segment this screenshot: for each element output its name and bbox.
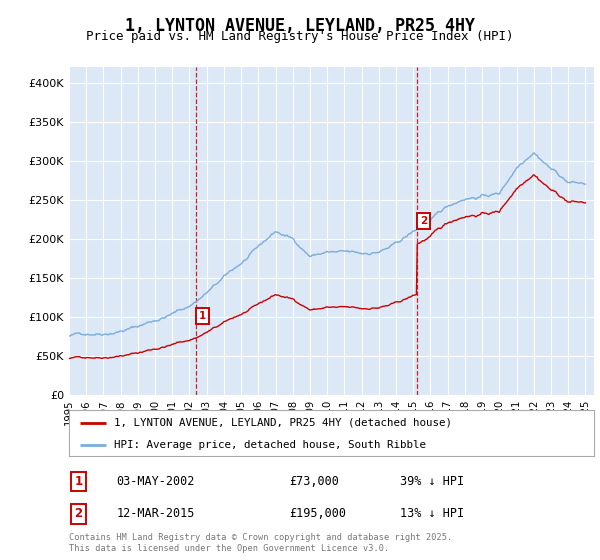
Text: 2: 2 xyxy=(74,507,83,520)
Text: 1, LYNTON AVENUE, LEYLAND, PR25 4HY (detached house): 1, LYNTON AVENUE, LEYLAND, PR25 4HY (det… xyxy=(113,418,452,428)
Text: £195,000: £195,000 xyxy=(290,507,347,520)
Text: Contains HM Land Registry data © Crown copyright and database right 2025.
This d: Contains HM Land Registry data © Crown c… xyxy=(69,533,452,553)
Text: 2: 2 xyxy=(420,216,427,226)
Text: 03-MAY-2002: 03-MAY-2002 xyxy=(116,475,194,488)
Text: Price paid vs. HM Land Registry's House Price Index (HPI): Price paid vs. HM Land Registry's House … xyxy=(86,30,514,43)
Text: HPI: Average price, detached house, South Ribble: HPI: Average price, detached house, Sout… xyxy=(113,440,425,450)
Text: 1, LYNTON AVENUE, LEYLAND, PR25 4HY: 1, LYNTON AVENUE, LEYLAND, PR25 4HY xyxy=(125,17,475,35)
Text: £73,000: £73,000 xyxy=(290,475,340,488)
Text: 39% ↓ HPI: 39% ↓ HPI xyxy=(400,475,464,488)
Text: 13% ↓ HPI: 13% ↓ HPI xyxy=(400,507,464,520)
Text: 1: 1 xyxy=(199,311,206,321)
Text: 12-MAR-2015: 12-MAR-2015 xyxy=(116,507,194,520)
Text: 1: 1 xyxy=(74,475,83,488)
